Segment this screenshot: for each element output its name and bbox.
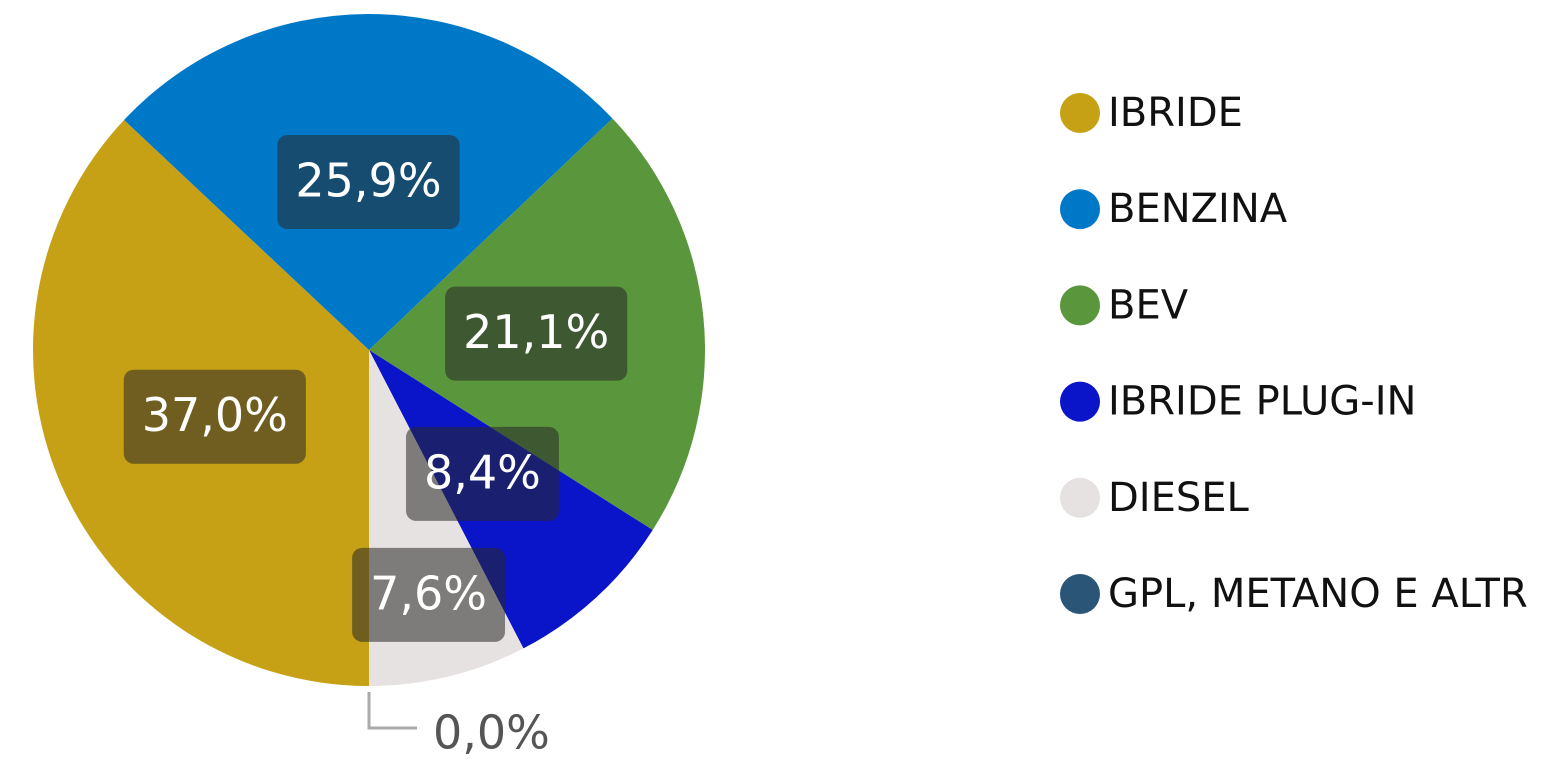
legend-marker [1060,477,1100,518]
legend-label: BENZINA [1108,186,1288,232]
legend-label: IBRIDE PLUG-IN [1108,379,1416,425]
data-label: 0,0% [433,706,550,760]
data-label: 8,4% [424,445,541,499]
leader-line [367,692,417,730]
legend-label: IBRIDE [1108,90,1243,136]
data-label: 25,9% [295,154,441,208]
data-label-group: 7,6% [352,547,506,642]
data-label-group: 21,1% [445,286,628,381]
data-label-box [123,369,306,464]
data-label-group: 8,4% [406,426,559,521]
legend-marker [1060,285,1100,326]
legend-marker [1060,93,1100,133]
legend-marker [1060,574,1100,614]
legend-label: BEV [1108,282,1189,328]
data-label-box [406,426,559,521]
data-label-group: 37,0% [123,369,306,464]
legend-label: GPL, METANO E ALTR [1108,571,1528,617]
legend-marker [1060,189,1100,230]
data-label: 37,0% [142,388,288,442]
data-label: 21,1% [463,305,609,359]
data-label-box [352,547,506,642]
data-label-group: 25,9% [277,135,460,230]
data-label-box [277,135,460,230]
data-label-box [445,286,628,381]
legend-marker [1060,381,1100,422]
legend-label: DIESEL [1108,475,1250,521]
data-label: 7,6% [370,566,487,620]
